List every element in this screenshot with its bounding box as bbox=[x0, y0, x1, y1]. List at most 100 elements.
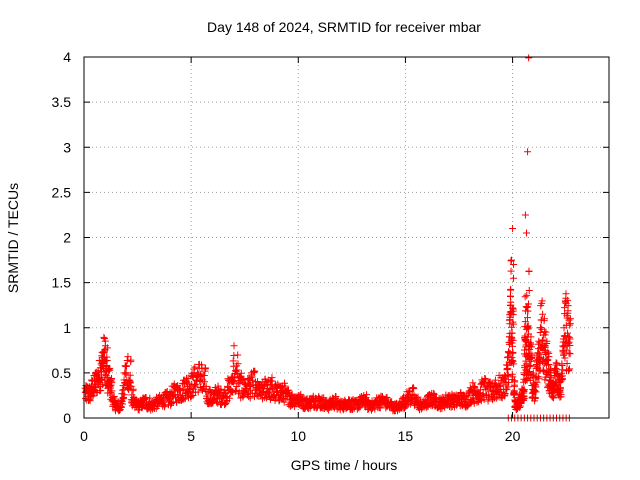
data-point bbox=[201, 378, 209, 386]
data-point bbox=[557, 390, 565, 398]
y-tick-label: 2 bbox=[63, 230, 71, 246]
data-point bbox=[565, 349, 573, 357]
data-point bbox=[508, 304, 516, 312]
data-point bbox=[233, 383, 241, 391]
data-point bbox=[509, 274, 517, 282]
data-point bbox=[86, 397, 94, 405]
data-point bbox=[564, 329, 572, 337]
data-point bbox=[536, 350, 544, 358]
data-point bbox=[520, 394, 528, 402]
data-point bbox=[541, 343, 549, 351]
data-point bbox=[566, 365, 574, 373]
data-point bbox=[532, 388, 540, 396]
data-point bbox=[543, 337, 551, 345]
data-points bbox=[81, 54, 574, 422]
data-point bbox=[234, 360, 242, 368]
data-point bbox=[540, 315, 548, 323]
data-point bbox=[507, 285, 515, 293]
data-point bbox=[509, 373, 517, 381]
data-point bbox=[126, 371, 134, 379]
data-point bbox=[496, 382, 504, 390]
data-point bbox=[531, 394, 539, 402]
data-point bbox=[561, 354, 569, 362]
data-point bbox=[508, 329, 516, 337]
data-point bbox=[529, 369, 537, 377]
data-point bbox=[510, 360, 518, 368]
data-point bbox=[507, 257, 515, 265]
data-point bbox=[547, 373, 555, 381]
data-point bbox=[106, 364, 114, 372]
data-point bbox=[248, 373, 256, 381]
data-point bbox=[566, 315, 574, 323]
data-point bbox=[222, 399, 230, 407]
data-point bbox=[232, 367, 240, 375]
data-point bbox=[524, 322, 532, 330]
data-point bbox=[509, 349, 517, 357]
data-point bbox=[558, 361, 566, 369]
data-point bbox=[560, 304, 568, 312]
data-point bbox=[480, 395, 488, 403]
data-point bbox=[117, 404, 125, 412]
data-point bbox=[230, 342, 238, 350]
data-point bbox=[523, 314, 531, 322]
data-point bbox=[108, 387, 116, 395]
data-point bbox=[501, 390, 509, 398]
data-point bbox=[98, 375, 106, 383]
data-point bbox=[217, 385, 225, 393]
data-point bbox=[504, 372, 512, 380]
data-point bbox=[563, 360, 571, 368]
data-point bbox=[528, 351, 536, 359]
data-point bbox=[539, 336, 547, 344]
data-point bbox=[129, 385, 137, 393]
data-point bbox=[509, 336, 517, 344]
data-point bbox=[105, 365, 113, 373]
data-point bbox=[525, 267, 533, 275]
data-point bbox=[537, 324, 545, 332]
data-point bbox=[564, 302, 572, 310]
data-point bbox=[509, 224, 517, 232]
data-point bbox=[240, 376, 248, 384]
data-point bbox=[120, 391, 128, 399]
y-tick-label: 2.5 bbox=[52, 184, 72, 200]
data-point bbox=[526, 339, 534, 347]
data-point bbox=[566, 342, 574, 350]
data-point bbox=[225, 394, 233, 402]
data-point bbox=[565, 367, 573, 375]
data-point bbox=[479, 390, 487, 398]
data-point bbox=[333, 405, 341, 413]
data-point bbox=[542, 328, 550, 336]
data-point bbox=[521, 211, 529, 219]
data-point bbox=[191, 381, 199, 389]
data-point bbox=[127, 356, 135, 364]
data-point bbox=[202, 382, 210, 390]
data-point bbox=[410, 384, 418, 392]
data-point bbox=[504, 383, 512, 391]
data-point bbox=[508, 357, 516, 365]
data-point bbox=[202, 364, 210, 372]
data-point bbox=[566, 321, 574, 329]
data-point bbox=[124, 353, 132, 361]
data-point bbox=[538, 297, 546, 305]
data-point bbox=[511, 378, 519, 386]
data-point bbox=[524, 300, 532, 308]
data-point bbox=[103, 357, 111, 365]
data-point bbox=[206, 386, 214, 394]
chart-title: Day 148 of 2024, SRMTID for receiver mba… bbox=[207, 19, 481, 35]
data-point bbox=[566, 335, 574, 343]
data-point bbox=[118, 400, 126, 408]
data-point bbox=[509, 305, 517, 313]
x-tick-label: 15 bbox=[398, 428, 414, 444]
data-point bbox=[251, 367, 259, 375]
data-point bbox=[505, 378, 513, 386]
data-point bbox=[527, 343, 535, 351]
data-point bbox=[364, 406, 372, 414]
data-point bbox=[484, 397, 492, 405]
data-point bbox=[545, 353, 553, 361]
data-point bbox=[507, 267, 515, 275]
data-point bbox=[146, 394, 154, 402]
data-point bbox=[108, 379, 116, 387]
data-point bbox=[234, 380, 242, 388]
x-tick-label: 5 bbox=[187, 428, 195, 444]
data-point bbox=[509, 320, 517, 328]
data-point bbox=[504, 365, 512, 373]
